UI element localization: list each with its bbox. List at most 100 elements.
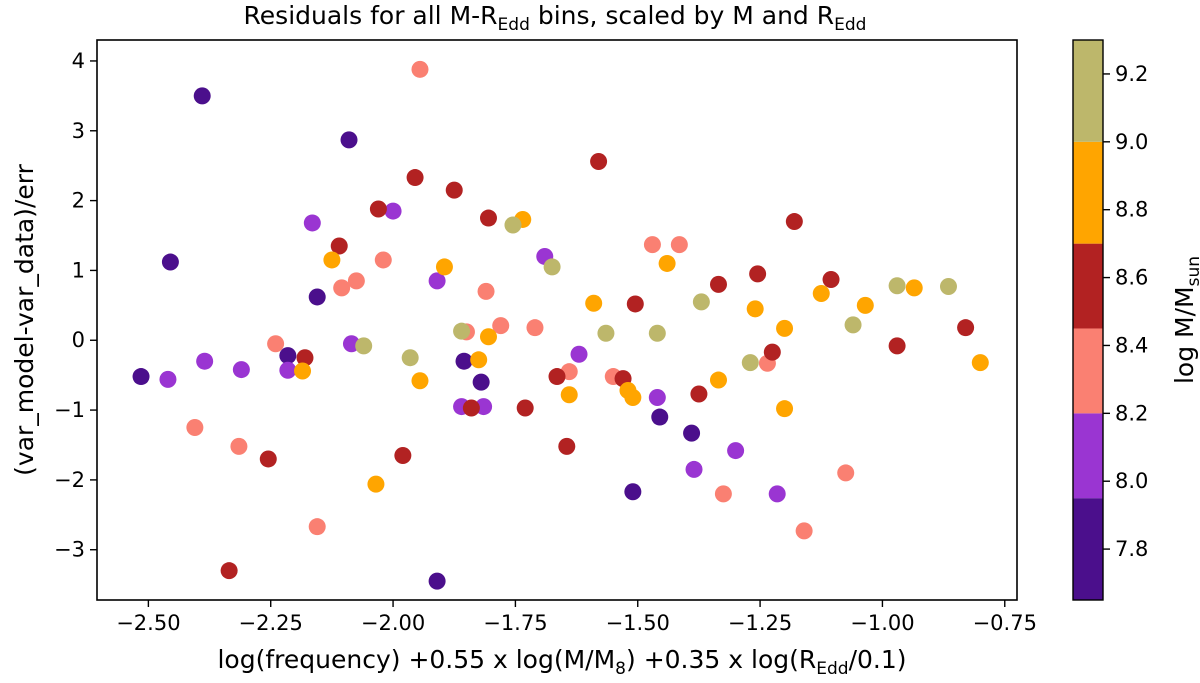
scatter-point — [905, 279, 923, 297]
scatter-point — [323, 251, 341, 269]
scatter-point — [741, 354, 759, 372]
plot-frame — [96, 39, 1018, 601]
scatter-point — [837, 464, 855, 482]
y-tick-label: 1 — [72, 258, 85, 282]
chart-title: Residuals for all M-REdd bins, scaled by… — [244, 1, 867, 35]
scatter-point — [340, 131, 358, 149]
scatter-point — [651, 408, 669, 426]
scatter-point — [303, 214, 321, 232]
scatter-point — [560, 386, 578, 404]
colorbar-label-subscript: sun — [1184, 256, 1200, 286]
y-tick-label: 3 — [72, 119, 85, 143]
x-tick-label: −1.25 — [728, 611, 792, 635]
colorbar-bin — [1073, 498, 1103, 600]
scatter-point — [394, 446, 412, 464]
y-tick-label: 2 — [72, 189, 85, 213]
scatter-point — [401, 349, 419, 367]
scatter-point — [384, 202, 402, 220]
x-tick-label: −2.50 — [116, 611, 180, 635]
chart-title-layer: Residuals for all M-REdd bins, scaled by… — [244, 1, 867, 35]
y-tick-label: 0 — [72, 328, 85, 352]
scatter-point — [957, 319, 975, 337]
scatter-point — [367, 475, 385, 493]
axes-layer: −2.50 −2.25 −2.00 −1.75 −1.50 −1.25 −1.00 −0.75… — [10, 39, 1037, 679]
scatter-point — [369, 200, 387, 218]
scatter-point — [776, 400, 794, 418]
colorbar-tick-label: 9.2 — [1115, 62, 1148, 86]
title-part: bins, scaled by M and R — [530, 1, 834, 30]
scatter-point — [472, 373, 490, 391]
scatter-point — [492, 317, 510, 335]
scatter-point — [570, 345, 588, 363]
scatter-point — [330, 237, 348, 255]
scatter-point — [785, 213, 803, 231]
scatter-point — [709, 275, 727, 293]
colorbar: 7.8 8.0 8.2 8.4 8.6 8.8 9.0 9.2 log M/Msun — [1072, 39, 1200, 601]
scatter-point — [308, 518, 326, 536]
scatter-point — [548, 368, 566, 386]
y-tick-label: −3 — [54, 538, 85, 562]
scatter-point — [470, 351, 488, 369]
colorbar-tick-label: 8.4 — [1115, 333, 1148, 357]
scatter-point — [347, 272, 365, 290]
y-tick-label: −1 — [54, 398, 85, 422]
x-axis-label-part: ) +0.35 x log(R — [626, 645, 816, 674]
scatter-point — [259, 450, 277, 468]
points-layer — [132, 60, 989, 590]
colorbar-bin — [1073, 328, 1103, 414]
scatter-point — [220, 562, 238, 580]
scatter-point — [355, 337, 373, 355]
scatter-point — [795, 522, 813, 540]
colorbar-tick-label: 8.0 — [1115, 469, 1148, 493]
scatter-point — [294, 362, 312, 380]
scatter-point — [479, 209, 497, 227]
scatter-point — [714, 485, 732, 503]
colorbar-frame — [1072, 39, 1104, 601]
scatter-point — [683, 424, 701, 442]
colorbar-tick-label: 8.6 — [1115, 266, 1148, 290]
scatter-point — [455, 352, 473, 370]
title-part: Residuals for all M-R — [244, 1, 498, 30]
scatter-point — [308, 288, 326, 306]
scatter-point — [516, 399, 534, 417]
scatter-point — [374, 251, 392, 269]
scatter-point — [296, 349, 314, 367]
colorbar-label-part: log M/M — [1170, 286, 1199, 384]
scatter-point — [749, 265, 767, 283]
scatter-point — [768, 485, 786, 503]
scatter-point — [558, 437, 576, 455]
scatter-point — [763, 343, 781, 361]
colorbar-tick-label: 7.8 — [1115, 537, 1148, 561]
colorbar-bin — [1073, 413, 1103, 499]
colorbar-tick-label: 9.0 — [1115, 130, 1148, 154]
scatter-point — [709, 371, 727, 389]
scatter-point — [132, 368, 150, 386]
scatter-point — [971, 354, 989, 372]
colorbar-bin — [1073, 243, 1103, 329]
scatter-point — [776, 319, 794, 337]
colorbar-label: log M/Msun — [1170, 256, 1200, 384]
scatter-point — [685, 460, 703, 478]
colorbar-bin — [1073, 40, 1103, 142]
scatter-point — [648, 324, 666, 342]
scatter-point — [445, 181, 463, 199]
x-tick-label: −2.25 — [239, 611, 303, 635]
scatter-point — [746, 300, 764, 318]
scatter-point — [844, 316, 862, 334]
colorbar-tick-label: 8.8 — [1115, 198, 1148, 222]
scatter-point — [812, 284, 830, 302]
scatter-point — [279, 347, 297, 365]
scatter-point — [888, 277, 906, 295]
scatter-point — [692, 293, 710, 311]
scatter-point — [428, 572, 446, 590]
colorbar-bin — [1073, 141, 1103, 244]
scatter-point — [658, 254, 676, 272]
colorbar-tick-label: 8.2 — [1115, 401, 1148, 425]
scatter-point — [624, 389, 642, 407]
scatter-point — [856, 296, 874, 314]
x-tick-label: −2.00 — [361, 611, 425, 635]
scatter-point — [411, 60, 429, 78]
scatter-point — [727, 442, 745, 460]
scatter-point — [428, 272, 446, 290]
